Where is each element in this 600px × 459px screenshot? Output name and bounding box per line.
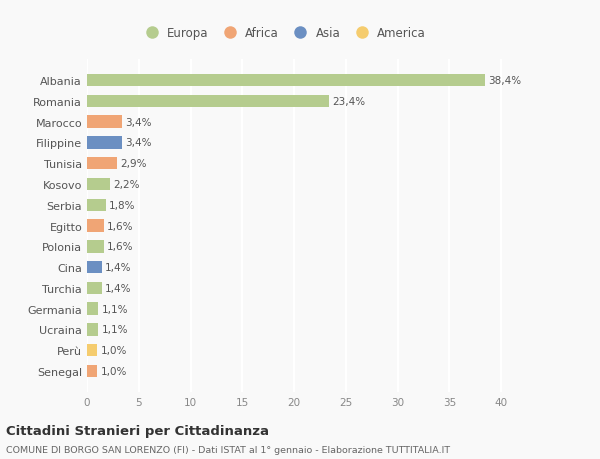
Bar [87,324,98,336]
Text: Cittadini Stranieri per Cittadinanza: Cittadini Stranieri per Cittadinanza [6,424,269,437]
Text: COMUNE DI BORGO SAN LORENZO (FI) - Dati ISTAT al 1° gennaio - Elaborazione TUTTI: COMUNE DI BORGO SAN LORENZO (FI) - Dati … [6,445,450,454]
Text: 3,4%: 3,4% [125,138,152,148]
Bar [87,220,104,232]
Bar [87,261,101,274]
Text: 1,0%: 1,0% [100,345,127,355]
Bar [87,75,485,87]
Text: 2,2%: 2,2% [113,179,139,190]
Text: 1,4%: 1,4% [104,263,131,273]
Bar [87,137,122,149]
Bar [87,241,104,253]
Text: 1,6%: 1,6% [107,221,133,231]
Bar [87,199,106,212]
Bar [87,95,329,108]
Text: 1,6%: 1,6% [107,242,133,252]
Legend: Europa, Africa, Asia, America: Europa, Africa, Asia, America [135,22,430,45]
Text: 3,4%: 3,4% [125,118,152,128]
Bar [87,282,101,294]
Bar [87,116,122,129]
Bar [87,365,97,377]
Bar [87,344,97,357]
Bar [87,303,98,315]
Text: 2,9%: 2,9% [120,159,146,169]
Text: 1,1%: 1,1% [101,304,128,314]
Text: 1,8%: 1,8% [109,200,135,210]
Text: 23,4%: 23,4% [332,97,365,107]
Text: 1,4%: 1,4% [104,283,131,293]
Bar [87,158,117,170]
Text: 38,4%: 38,4% [488,76,521,86]
Text: 1,0%: 1,0% [100,366,127,376]
Text: 1,1%: 1,1% [101,325,128,335]
Bar [87,179,110,191]
